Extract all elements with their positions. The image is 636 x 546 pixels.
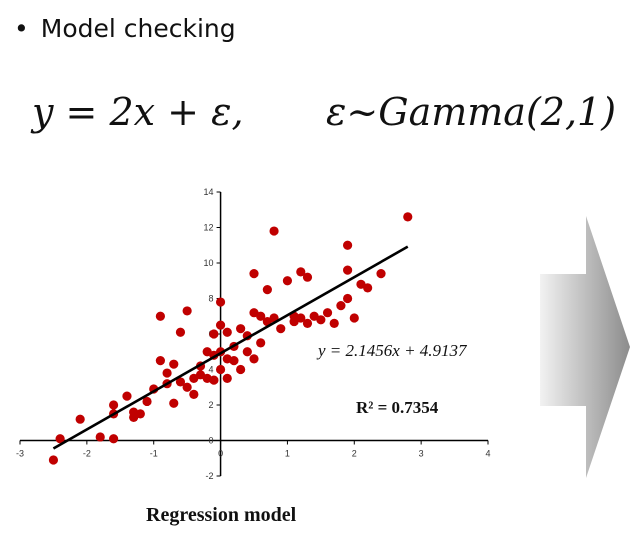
equation-model: y = 2x + ε,	[32, 90, 244, 134]
chart-caption: Regression model	[146, 504, 297, 526]
data-point	[189, 389, 199, 399]
equation-error-distribution: ε~Gamma(2,1)	[326, 90, 617, 134]
data-point	[209, 375, 219, 385]
data-point	[336, 301, 346, 311]
data-point	[55, 434, 65, 444]
x-tick-label: 4	[485, 449, 490, 459]
data-point	[109, 400, 119, 410]
data-point	[215, 320, 226, 330]
data-point	[182, 306, 192, 316]
data-point	[349, 313, 359, 323]
x-tick-label: -1	[150, 449, 158, 459]
data-point	[155, 311, 165, 321]
data-point	[316, 315, 326, 325]
bullet-model-checking: • Model checking	[14, 14, 236, 43]
data-point	[169, 359, 179, 369]
data-point	[276, 324, 286, 334]
data-point	[343, 240, 353, 250]
data-point	[162, 368, 172, 378]
data-point	[236, 324, 246, 334]
data-point	[48, 455, 59, 465]
data-point	[229, 356, 239, 366]
data-point	[222, 373, 232, 383]
data-point	[75, 414, 85, 424]
data-point	[169, 398, 179, 408]
points-layer	[48, 212, 413, 465]
data-point	[236, 364, 246, 375]
y-tick-label: 12	[204, 223, 214, 233]
data-point	[215, 297, 226, 307]
y-tick-label: 4	[209, 365, 214, 375]
y-tick-label: 0	[209, 436, 214, 446]
data-point	[155, 356, 165, 366]
x-tick-label: -2	[83, 449, 91, 459]
data-point	[262, 285, 272, 295]
data-point	[242, 347, 252, 357]
data-point	[215, 364, 226, 375]
data-point	[363, 283, 373, 293]
data-point	[256, 338, 266, 348]
data-point	[95, 432, 105, 442]
x-tick-label: 1	[285, 449, 290, 459]
y-tick-label: 10	[204, 258, 214, 268]
data-point	[256, 311, 266, 321]
data-point	[296, 313, 306, 323]
right-arrow-icon	[540, 216, 630, 478]
data-point	[329, 318, 339, 328]
y-tick-label: -2	[206, 471, 214, 481]
data-point	[222, 327, 232, 337]
arrow-shape	[540, 216, 630, 478]
data-point	[302, 272, 313, 282]
data-point	[343, 293, 353, 304]
data-point	[249, 269, 259, 279]
x-tick-label: 0	[218, 449, 223, 459]
x-tick-label: 3	[419, 449, 424, 459]
trendline-layer	[52, 245, 409, 450]
data-point	[142, 396, 152, 407]
bullet-icon: •	[14, 14, 29, 43]
data-point	[322, 308, 333, 318]
data-point	[403, 212, 413, 222]
data-point	[175, 327, 186, 337]
data-point	[175, 377, 186, 387]
data-point	[302, 318, 313, 328]
bullet-text: Model checking	[40, 14, 236, 43]
data-point	[282, 276, 293, 286]
x-tick-label: 2	[352, 449, 357, 459]
x-tick-label: -3	[16, 449, 24, 459]
data-point	[249, 354, 259, 364]
trendline-equation-label: y = 2.1456x + 4.9137	[316, 341, 468, 360]
y-tick-label: 8	[209, 294, 214, 304]
y-tick-label: 2	[209, 400, 214, 410]
data-point	[269, 226, 279, 236]
trendline	[52, 245, 409, 450]
data-point	[209, 329, 219, 339]
data-point	[109, 434, 119, 444]
y-tick-label: 14	[204, 187, 214, 197]
data-point	[135, 409, 145, 419]
data-point	[296, 267, 306, 277]
data-point	[343, 265, 353, 275]
data-point	[376, 269, 386, 279]
data-point	[122, 391, 132, 401]
r-squared-label: R² = 0.7354	[356, 398, 439, 417]
data-point	[182, 382, 192, 392]
